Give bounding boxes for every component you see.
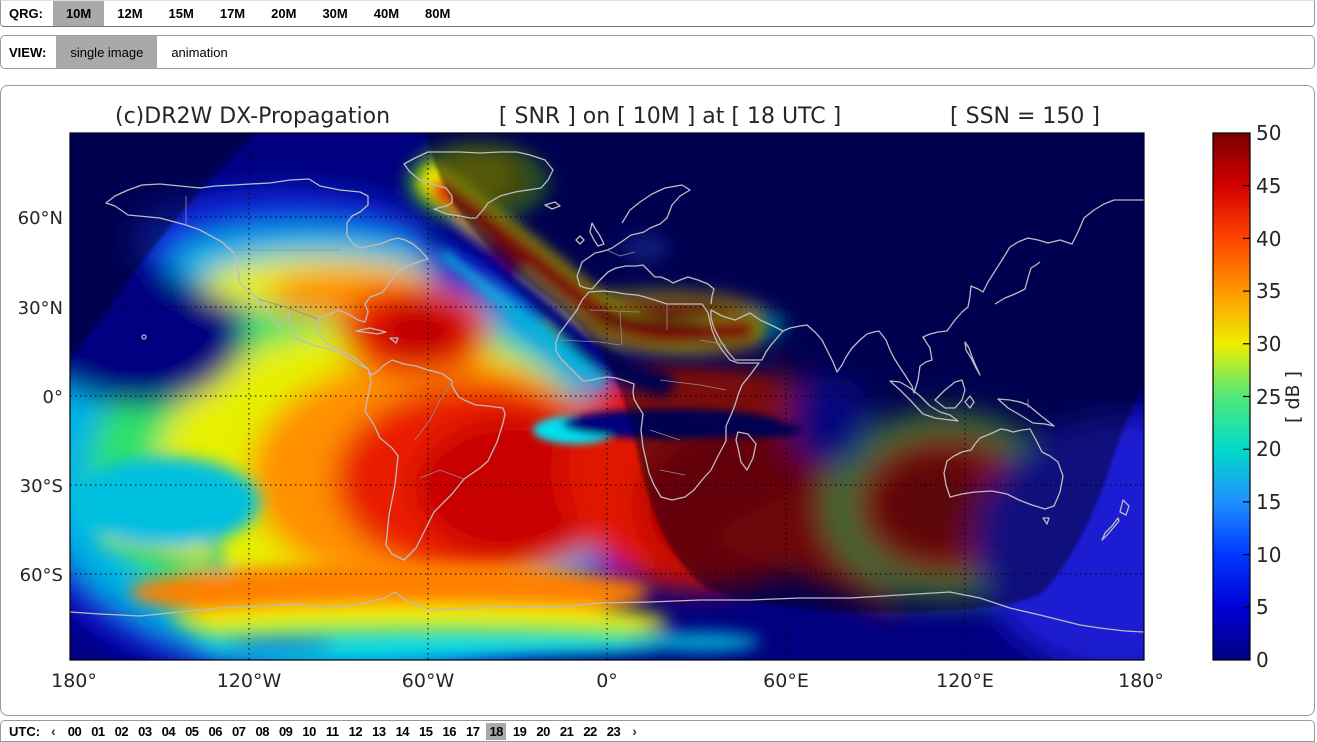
colorbar-tick: 0 xyxy=(1256,648,1269,672)
night-terminator-overlay xyxy=(70,133,1144,612)
qrg-tab-10m[interactable]: 10M xyxy=(52,1,105,26)
qrg-tab-17m[interactable]: 17M xyxy=(219,6,246,21)
utc-hour-02[interactable]: 02 xyxy=(114,723,129,739)
y-tick-30n: 30°N xyxy=(18,298,63,319)
x-tick-60w: 60°W xyxy=(402,670,455,692)
utc-hour-15[interactable]: 15 xyxy=(419,723,433,739)
qrg-tab-80m[interactable]: 80M xyxy=(425,6,451,21)
x-tick-0: 0° xyxy=(596,670,618,692)
utc-hour-05[interactable]: 05 xyxy=(185,723,199,739)
qrg-tab-15m[interactable]: 15M xyxy=(168,6,194,21)
colorbar-tick: 20 xyxy=(1256,437,1281,461)
utc-hour-18[interactable]: 18 xyxy=(486,722,506,740)
utc-hour-03[interactable]: 03 xyxy=(138,723,152,739)
propagation-map: 50 45 40 35 30 25 20 15 10 5 0 [ dB ] 60… xyxy=(18,121,1304,692)
utc-hour-00[interactable]: 00 xyxy=(67,723,82,739)
utc-hour-20[interactable]: 20 xyxy=(536,723,550,739)
qrg-tab-30m[interactable]: 30M xyxy=(322,6,348,21)
utc-hour-19[interactable]: 19 xyxy=(512,723,527,739)
plot-title-ssn: [ SSN = 150 ] xyxy=(950,104,1100,129)
qrg-label: QRG: xyxy=(9,6,43,21)
utc-hour-12[interactable]: 12 xyxy=(348,723,363,739)
x-tick-120e: 120°E xyxy=(936,670,994,692)
utc-hour-23[interactable]: 23 xyxy=(606,723,621,739)
y-tick-0: 0° xyxy=(43,387,63,408)
utc-hour-09[interactable]: 09 xyxy=(278,723,293,739)
utc-hour-06[interactable]: 06 xyxy=(208,723,223,739)
colorbar-tick: 5 xyxy=(1256,595,1269,619)
y-tick-60n: 60°N xyxy=(18,208,63,229)
utc-hour-17[interactable]: 17 xyxy=(465,723,480,739)
utc-label: UTC: xyxy=(9,723,41,739)
next-hour-button[interactable]: › xyxy=(632,723,637,739)
world-coastlines xyxy=(70,151,1144,633)
utc-hour-04[interactable]: 04 xyxy=(161,723,176,739)
y-tick-60s: 60°S xyxy=(20,565,63,586)
country-borders xyxy=(185,196,1029,480)
qrg-tab-12m[interactable]: 12M xyxy=(117,6,143,21)
plot-title-parameters: [ SNR ] on [ 10M ] at [ 18 UTC ] xyxy=(498,104,842,129)
heatmap-canvas xyxy=(70,133,1144,660)
view-bar: VIEW: single image animation xyxy=(0,35,1315,69)
colorbar-tick: 30 xyxy=(1256,332,1281,356)
colorbar-tick: 50 xyxy=(1256,121,1281,145)
utc-hour-13[interactable]: 13 xyxy=(372,723,386,739)
view-label: VIEW: xyxy=(9,44,47,60)
utc-hour-14[interactable]: 14 xyxy=(395,723,410,739)
x-tick-60e: 60°E xyxy=(763,670,809,692)
colorbar-tick: 25 xyxy=(1256,385,1281,409)
colorbar: 50 45 40 35 30 25 20 15 10 5 0 [ dB ] xyxy=(1212,121,1304,672)
utc-hour-10[interactable]: 10 xyxy=(302,723,316,739)
x-tick-180w: 180° xyxy=(51,670,97,692)
plot-title-copyright: (c)DR2W DX-Propagation xyxy=(115,104,391,129)
x-tick-120w: 120°W xyxy=(217,670,282,692)
utc-hour-07[interactable]: 07 xyxy=(232,723,246,739)
y-tick-30s: 30°S xyxy=(20,476,63,497)
colorbar-tick: 10 xyxy=(1256,543,1281,567)
colorbar-tick: 35 xyxy=(1256,279,1281,303)
view-tab-animation[interactable]: animation xyxy=(171,44,228,60)
plot-title: (c)DR2W DX-Propagation [ SNR ] on [ 10M … xyxy=(70,104,1145,129)
colorbar-axis-label: [ dB ] xyxy=(1282,371,1304,423)
utc-hour-16[interactable]: 16 xyxy=(442,723,457,739)
utc-bar: UTC: ‹ 00 01 02 03 04 05 06 07 08 09 10 … xyxy=(0,720,1315,742)
utc-hour-22[interactable]: 22 xyxy=(583,723,597,739)
utc-hour-21[interactable]: 21 xyxy=(559,723,574,739)
x-tick-180e: 180° xyxy=(1118,670,1164,692)
lat-lon-grid xyxy=(70,133,1144,660)
colorbar-tick: 15 xyxy=(1256,490,1281,514)
view-tab-single-image[interactable]: single image xyxy=(56,36,158,68)
qrg-tab-20m[interactable]: 20M xyxy=(271,6,297,21)
colorbar-tick: 40 xyxy=(1256,227,1281,251)
map-frame xyxy=(69,132,1145,661)
qrg-tab-40m[interactable]: 40M xyxy=(373,6,400,21)
colorbar-tick: 45 xyxy=(1256,174,1281,198)
prev-hour-button[interactable]: ‹ xyxy=(51,723,56,739)
utc-hour-08[interactable]: 08 xyxy=(255,723,269,739)
utc-hour-01[interactable]: 01 xyxy=(91,723,105,739)
utc-hour-11[interactable]: 11 xyxy=(325,723,339,739)
qrg-bar: QRG: 10M 12M 15M 17M 20M 30M 40M 80M xyxy=(0,0,1315,27)
